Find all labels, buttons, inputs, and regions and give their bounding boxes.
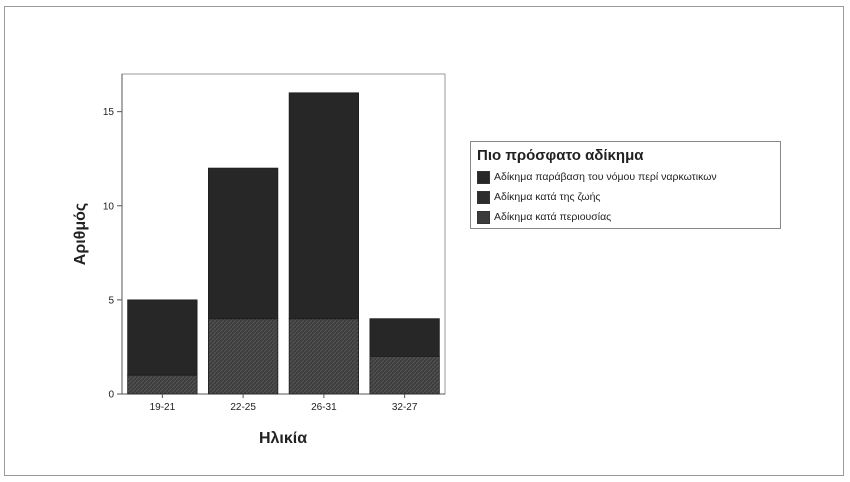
- bar-segment: [369, 355, 440, 395]
- bar-segment: [369, 318, 440, 357]
- legend-item-property: Αδίκημα κατά περιουσίας: [477, 207, 774, 227]
- x-tick-label: 19-21: [150, 402, 176, 413]
- bar-segment: [127, 374, 198, 395]
- legend-title: Πιο πρόσφατο αδίκημα: [477, 147, 644, 164]
- y-tick-label: 10: [103, 201, 115, 212]
- y-tick-label: 0: [108, 390, 114, 401]
- legend-label: Αδίκημα παράβαση του νόμου περί ναρκωτικ…: [494, 171, 717, 183]
- x-tick-label: 32-27: [392, 402, 418, 413]
- bar-segment: [208, 318, 279, 395]
- legend-label: Αδίκημα κατά περιουσίας: [494, 211, 612, 223]
- bar-segment: [288, 318, 359, 395]
- legend-swatch: [477, 170, 490, 184]
- y-axis-title: Αριθμός: [72, 203, 89, 265]
- x-tick-label: 22-25: [230, 402, 256, 413]
- bar-segment: [208, 167, 279, 320]
- legend-item-narcotics: Αδίκημα παράβαση του νόμου περί ναρκωτικ…: [477, 167, 774, 187]
- legend-label: Αδίκημα κατά της ζωής: [494, 191, 601, 203]
- bar-segment: [127, 299, 198, 376]
- y-tick-label: 15: [103, 107, 115, 118]
- legend-swatch: [477, 210, 490, 224]
- legend-swatch: [477, 190, 490, 204]
- legend-item-life: Αδίκημα κατά της ζωής: [477, 187, 774, 207]
- x-axis-title: Ηλικία: [259, 430, 307, 447]
- bar-segment: [288, 92, 359, 320]
- x-tick-label: 26-31: [311, 402, 337, 413]
- legend: Πιο πρόσφατο αδίκημα Αδίκημα παράβαση το…: [470, 141, 781, 229]
- y-tick-label: 5: [108, 295, 114, 306]
- figure-frame: [4, 6, 844, 476]
